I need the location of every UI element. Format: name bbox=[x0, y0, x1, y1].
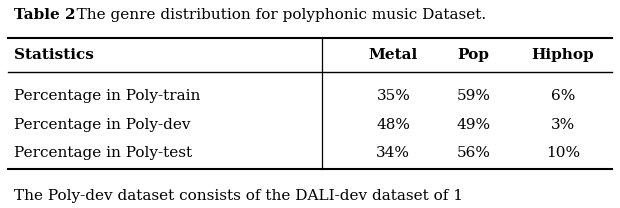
Text: Percentage in Poly-test: Percentage in Poly-test bbox=[14, 146, 192, 160]
Text: 48%: 48% bbox=[376, 118, 410, 132]
Text: . The genre distribution for polyphonic music Dataset.: . The genre distribution for polyphonic … bbox=[68, 7, 487, 21]
Text: Metal: Metal bbox=[369, 48, 418, 62]
Text: Hiphop: Hiphop bbox=[532, 48, 595, 62]
Text: Table 2: Table 2 bbox=[14, 7, 75, 21]
Text: Percentage in Poly-dev: Percentage in Poly-dev bbox=[14, 118, 190, 132]
Text: 6%: 6% bbox=[551, 89, 575, 103]
Text: Percentage in Poly-train: Percentage in Poly-train bbox=[14, 89, 200, 103]
Text: Pop: Pop bbox=[458, 48, 490, 62]
Text: Statistics: Statistics bbox=[14, 48, 94, 62]
Text: 59%: 59% bbox=[456, 89, 490, 103]
Text: 3%: 3% bbox=[551, 118, 575, 132]
Text: The Poly-dev dataset consists of the DALI-dev dataset of 1: The Poly-dev dataset consists of the DAL… bbox=[14, 189, 463, 203]
Text: 56%: 56% bbox=[456, 146, 490, 160]
Text: 34%: 34% bbox=[376, 146, 410, 160]
Text: 49%: 49% bbox=[456, 118, 490, 132]
Text: 35%: 35% bbox=[376, 89, 410, 103]
Text: 10%: 10% bbox=[546, 146, 580, 160]
